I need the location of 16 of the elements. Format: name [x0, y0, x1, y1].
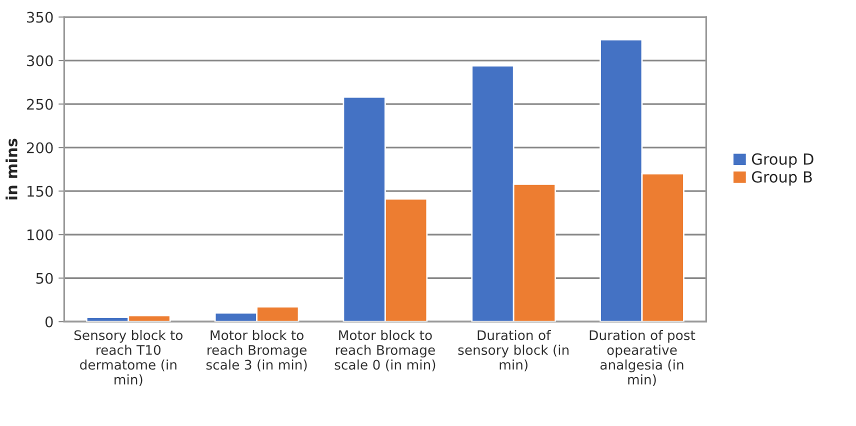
y-tick-label: 200: [27, 142, 53, 154]
y-tick-label: 150: [28, 186, 53, 197]
y-tick-label: 350: [27, 12, 53, 23]
y-tick-label: 250: [27, 98, 53, 110]
y-tick-label: 0: [45, 316, 53, 328]
x-tick-label: Duration of sensory block (in min): [458, 330, 569, 372]
x-tick-label: Motor block to reach Bromage scale 3 (in min): [206, 330, 307, 372]
legend-label: Group B: [752, 171, 812, 186]
y-tick-label: 50: [36, 272, 53, 284]
x-tick-label: Motor block to reach Bromage scale 0 (in min): [334, 330, 436, 372]
y-tick-label: 300: [27, 55, 53, 66]
y-axis-title: in mins: [6, 138, 18, 200]
y-tick-label: 100: [28, 229, 53, 240]
x-tick-label: Sensory block to reach T10 dermatome (in min): [74, 330, 183, 386]
x-tick-label: Duration of post opearative analgesia (in min): [590, 330, 696, 386]
legend-label: Group D: [752, 153, 814, 168]
